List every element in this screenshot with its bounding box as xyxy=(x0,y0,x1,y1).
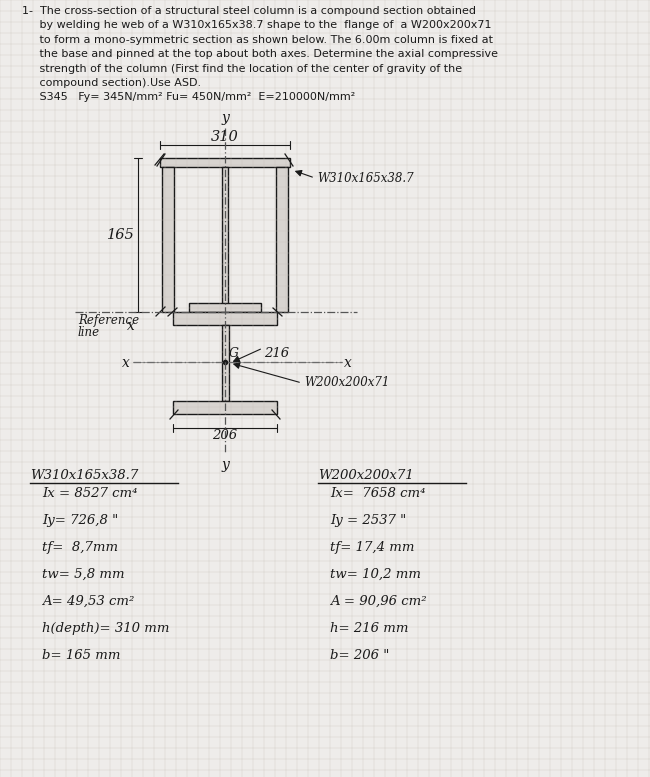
Text: W200x200x71: W200x200x71 xyxy=(318,469,413,482)
Text: Ix=  7658 cm⁴: Ix= 7658 cm⁴ xyxy=(330,487,426,500)
Text: x: x xyxy=(127,319,135,333)
Bar xyxy=(160,158,290,167)
Bar xyxy=(173,312,277,325)
Text: y: y xyxy=(221,458,229,472)
Text: W200x200x71: W200x200x71 xyxy=(304,377,389,389)
Text: y: y xyxy=(221,111,229,125)
Text: tf=  8,7mm: tf= 8,7mm xyxy=(42,541,118,554)
Text: tf= 17,4 mm: tf= 17,4 mm xyxy=(330,541,415,554)
Text: A = 90,96 cm²: A = 90,96 cm² xyxy=(330,595,426,608)
Text: W310x165x38.7: W310x165x38.7 xyxy=(317,172,413,184)
Bar xyxy=(173,401,277,414)
Text: 310: 310 xyxy=(211,130,239,144)
Bar xyxy=(222,167,228,312)
Text: Iy = 2537 ": Iy = 2537 " xyxy=(330,514,406,527)
Text: b= 165 mm: b= 165 mm xyxy=(42,649,120,662)
Bar xyxy=(189,303,261,312)
Text: Iy= 726,8 ": Iy= 726,8 " xyxy=(42,514,118,527)
Text: tw= 10,2 mm: tw= 10,2 mm xyxy=(330,568,421,581)
Text: b= 206 ": b= 206 " xyxy=(330,649,389,662)
Text: A= 49,53 cm²: A= 49,53 cm² xyxy=(42,595,135,608)
Text: W310x165x38.7: W310x165x38.7 xyxy=(30,469,138,482)
Text: 165: 165 xyxy=(107,228,135,242)
Text: line: line xyxy=(78,326,100,339)
Text: tw= 5,8 mm: tw= 5,8 mm xyxy=(42,568,125,581)
Text: Reference: Reference xyxy=(78,314,139,327)
Text: 206: 206 xyxy=(213,429,237,442)
Text: Ix = 8527 cm⁴: Ix = 8527 cm⁴ xyxy=(42,487,138,500)
Text: 216: 216 xyxy=(264,347,289,360)
Text: h= 216 mm: h= 216 mm xyxy=(330,622,408,635)
Text: G: G xyxy=(229,347,239,360)
Bar xyxy=(276,167,288,312)
Bar xyxy=(162,167,174,312)
Bar xyxy=(222,325,229,401)
Text: h(depth)= 310 mm: h(depth)= 310 mm xyxy=(42,622,170,635)
Text: x: x xyxy=(344,356,352,370)
Text: 1-  The cross-section of a structural steel column is a compound section obtaine: 1- The cross-section of a structural ste… xyxy=(22,6,498,103)
Text: x: x xyxy=(122,356,130,370)
